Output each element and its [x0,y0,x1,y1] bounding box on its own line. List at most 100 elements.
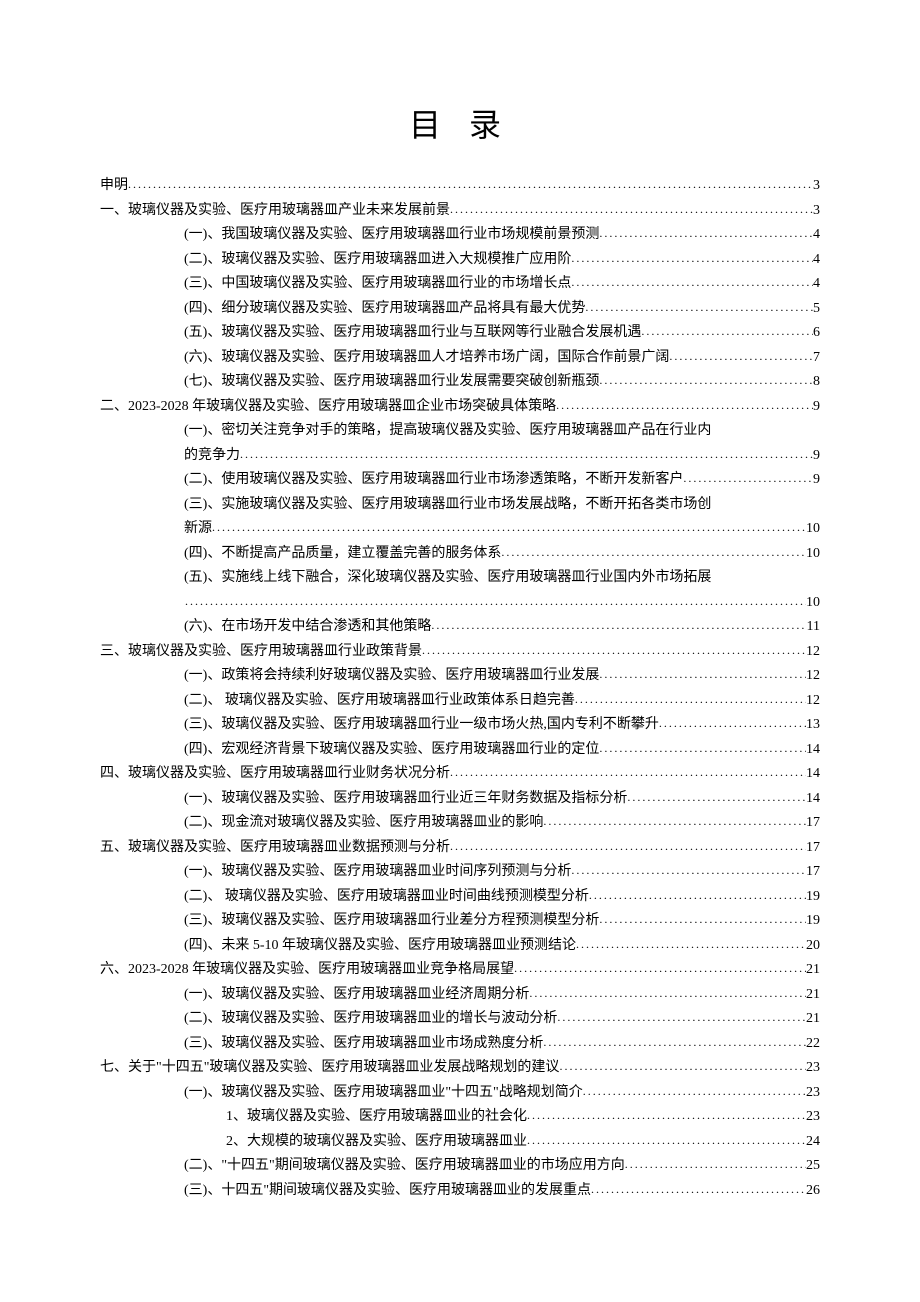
toc-entry-page: 17 [806,811,820,836]
toc-leader-dots [591,1179,806,1200]
toc-entry-label: 1、玻璃仪器及实验、医疗用玻璃器皿业的社会化 [226,1105,527,1130]
toc-entry-page: 14 [806,738,820,763]
toc-entry: (一)、密切关注竞争对手的策略，提高玻璃仪器及实验、医疗用玻璃器皿产品在行业内 [100,419,820,444]
toc-entry-continuation: 的竞争力 9 [100,444,820,469]
toc-entry-label: (四)、未来 5-10 年玻璃仪器及实验、医疗用玻璃器皿业预测结论 [184,934,576,959]
toc-entry-label: (一)、密切关注竞争对手的策略，提高玻璃仪器及实验、医疗用玻璃器皿产品在行业内 [184,419,711,444]
toc-leader-dots [571,272,813,293]
toc-entry-page: 6 [813,321,820,346]
toc-entry: 四、玻璃仪器及实验、医疗用玻璃器皿行业财务状况分析 14 [100,762,820,787]
toc-leader-dots [583,1081,806,1102]
toc-entry: (四)、宏观经济背景下玻璃仪器及实验、医疗用玻璃器皿行业的定位 14 [100,738,820,763]
toc-leader-dots [450,836,806,857]
toc-entry: 七、关于"十四五"玻璃仪器及实验、医疗用玻璃器皿业发展战略规划的建议23 [100,1056,820,1081]
toc-entry: (一)、政策将会持续利好玻璃仪器及实验、医疗用玻璃器皿行业发展 12 [100,664,820,689]
toc-entry-label: 五、玻璃仪器及实验、医疗用玻璃器皿业数据预测与分析 [100,836,450,861]
toc-leader-dots [599,223,813,244]
toc-entry-label: (二)、玻璃仪器及实验、医疗用玻璃器皿进入大规模推广应用阶 [184,248,571,273]
toc-entry-label: 2、大规模的玻璃仪器及实验、医疗用玻璃器皿业 [226,1130,527,1155]
toc-entry-label: (二)、 玻璃仪器及实验、医疗用玻璃器皿行业政策体系日趋完善 [184,689,575,714]
toc-entry-label: (四)、不断提高产品质量，建立覆盖完善的服务体系 [184,542,501,567]
toc-leader-dots [501,542,806,563]
toc-entry-label: 四、玻璃仪器及实验、医疗用玻璃器皿行业财务状况分析 [100,762,450,787]
toc-entry-page: 4 [813,223,820,248]
toc-entry-page: 21 [806,958,820,983]
toc-entry-page: 14 [806,762,820,787]
toc-entry: (五)、实施线上线下融合，深化玻璃仪器及实验、医疗用玻璃器皿行业国内外市场拓展 [100,566,820,591]
toc-entry-continuation: 10 [100,591,820,616]
toc-entry: (四)、未来 5-10 年玻璃仪器及实验、医疗用玻璃器皿业预测结论20 [100,934,820,959]
toc-leader-dots [575,689,806,710]
toc-entry-label: 的竞争力 [184,444,240,469]
toc-entry: (三)、十四五"期间玻璃仪器及实验、医疗用玻璃器皿业的发展重点26 [100,1179,820,1204]
toc-entry: (二)、现金流对玻璃仪器及实验、医疗用玻璃器皿业的影响17 [100,811,820,836]
toc-leader-dots [128,174,813,195]
toc-entry-page: 21 [806,1007,820,1032]
toc-entry-page: 17 [806,836,820,861]
toc-entry-label: 一、玻璃仪器及实验、医疗用玻璃器皿产业未来发展前景 [100,199,450,224]
toc-entry-page: 10 [806,542,820,567]
toc-leader-dots [659,713,806,734]
toc-entry-page: 3 [813,199,820,224]
toc-entry-page: 26 [806,1179,820,1204]
toc-entry: (一)、玻璃仪器及实验、医疗用玻璃器皿业时间序列预测与分析17 [100,860,820,885]
toc-entry-label: (一)、玻璃仪器及实验、医疗用玻璃器皿业"十四五"战略规划简介 [184,1081,583,1106]
toc-leader-dots [212,517,806,538]
toc-entry: (三)、玻璃仪器及实验、医疗用玻璃器皿业市场成熟度分析22 [100,1032,820,1057]
toc-leader-dots [599,664,806,685]
toc-leader-dots [556,395,813,416]
toc-entry-page: 7 [813,346,820,371]
toc-entry-page: 19 [806,885,820,910]
toc-leader-dots [527,1105,806,1126]
toc-entry-label: (五)、玻璃仪器及实验、医疗用玻璃器皿行业与互联网等行业融合发展机遇 [184,321,641,346]
toc-entry: (一)、玻璃仪器及实验、医疗用玻璃器皿业"十四五"战略规划简介23 [100,1081,820,1106]
toc-entry-page: 12 [806,689,820,714]
toc-entry-label: (二)、使用玻璃仪器及实验、医疗用玻璃器皿行业市场渗透策略，不断开发新客户 [184,468,683,493]
toc-leader-dots [599,909,806,930]
toc-leader-dots [589,885,806,906]
toc-entry-page: 22 [806,1032,820,1057]
toc-entry-page: 24 [806,1130,820,1155]
toc-entry: (五)、玻璃仪器及实验、医疗用玻璃器皿行业与互联网等行业融合发展机遇 6 [100,321,820,346]
toc-entry-page: 5 [813,297,820,322]
toc-leader-dots [527,1130,806,1151]
toc-entry: (一)、我国玻璃仪器及实验、医疗用玻璃器皿行业市场规模前景预测 4 [100,223,820,248]
toc-entry-label: 申明 [100,174,128,199]
toc-entry-page: 23 [806,1105,820,1130]
toc-entry: (四)、细分玻璃仪器及实验、医疗用玻璃器皿产品将具有最大优势 5 [100,297,820,322]
toc-leader-dots [559,1056,806,1077]
toc-leader-dots [431,615,806,636]
toc-leader-dots [450,762,806,783]
toc-entry-continuation: 新源10 [100,517,820,542]
toc-leader-dots [683,468,813,489]
toc-leader-dots [669,346,813,367]
toc-entry: (一)、玻璃仪器及实验、医疗用玻璃器皿业经济周期分析21 [100,983,820,1008]
toc-entry-label: (一)、我国玻璃仪器及实验、医疗用玻璃器皿行业市场规模前景预测 [184,223,599,248]
toc-entry-page: 8 [813,370,820,395]
toc-entry-page: 11 [807,615,820,640]
toc-entry-label: (一)、政策将会持续利好玻璃仪器及实验、医疗用玻璃器皿行业发展 [184,664,599,689]
toc-entry-label: 二、2023-2028 年玻璃仪器及实验、医疗用玻璃器皿企业市场突破具体策略 [100,395,556,420]
toc-entry-label: (四)、宏观经济背景下玻璃仪器及实验、医疗用玻璃器皿行业的定位 [184,738,599,763]
toc-entry-label: (七)、玻璃仪器及实验、医疗用玻璃器皿行业发展需要突破创新瓶颈 [184,370,599,395]
toc-entry-label: (二)、 玻璃仪器及实验、医疗用玻璃器皿业时间曲线预测模型分析 [184,885,589,910]
toc-entry-label: (二)、"十四五"期间玻璃仪器及实验、医疗用玻璃器皿业的市场应用方向 [184,1154,625,1179]
toc-entry: 六、2023-2028 年玻璃仪器及实验、医疗用玻璃器皿业竞争格局展望21 [100,958,820,983]
toc-entry: (三)、实施玻璃仪器及实验、医疗用玻璃器皿行业市场发展战略，不断开拓各类市场创 [100,493,820,518]
toc-entry-label: (五)、实施线上线下融合，深化玻璃仪器及实验、医疗用玻璃器皿行业国内外市场拓展 [184,566,711,591]
toc-leader-dots [627,787,806,808]
toc-leader-dots [641,321,813,342]
toc-leader-dots [576,934,806,955]
toc-entry: (二)、玻璃仪器及实验、医疗用玻璃器皿业的增长与波动分析21 [100,1007,820,1032]
toc-entry: (六)、玻璃仪器及实验、医疗用玻璃器皿人才培养市场广阔，国际合作前景广阔7 [100,346,820,371]
toc-entry-page: 9 [813,444,820,469]
toc-leader-dots [529,983,806,1004]
toc-entry-page: 4 [813,272,820,297]
toc-entry-page: 9 [813,468,820,493]
toc-entry-page: 17 [806,860,820,885]
toc-entry: 三、玻璃仪器及实验、医疗用玻璃器皿行业政策背景12 [100,640,820,665]
toc-entry-label: (四)、细分玻璃仪器及实验、医疗用玻璃器皿产品将具有最大优势 [184,297,585,322]
toc-leader-dots [240,444,813,465]
toc-entry-page: 12 [806,664,820,689]
toc-entry-label: (六)、在市场开发中结合渗透和其他策略 [184,615,431,640]
